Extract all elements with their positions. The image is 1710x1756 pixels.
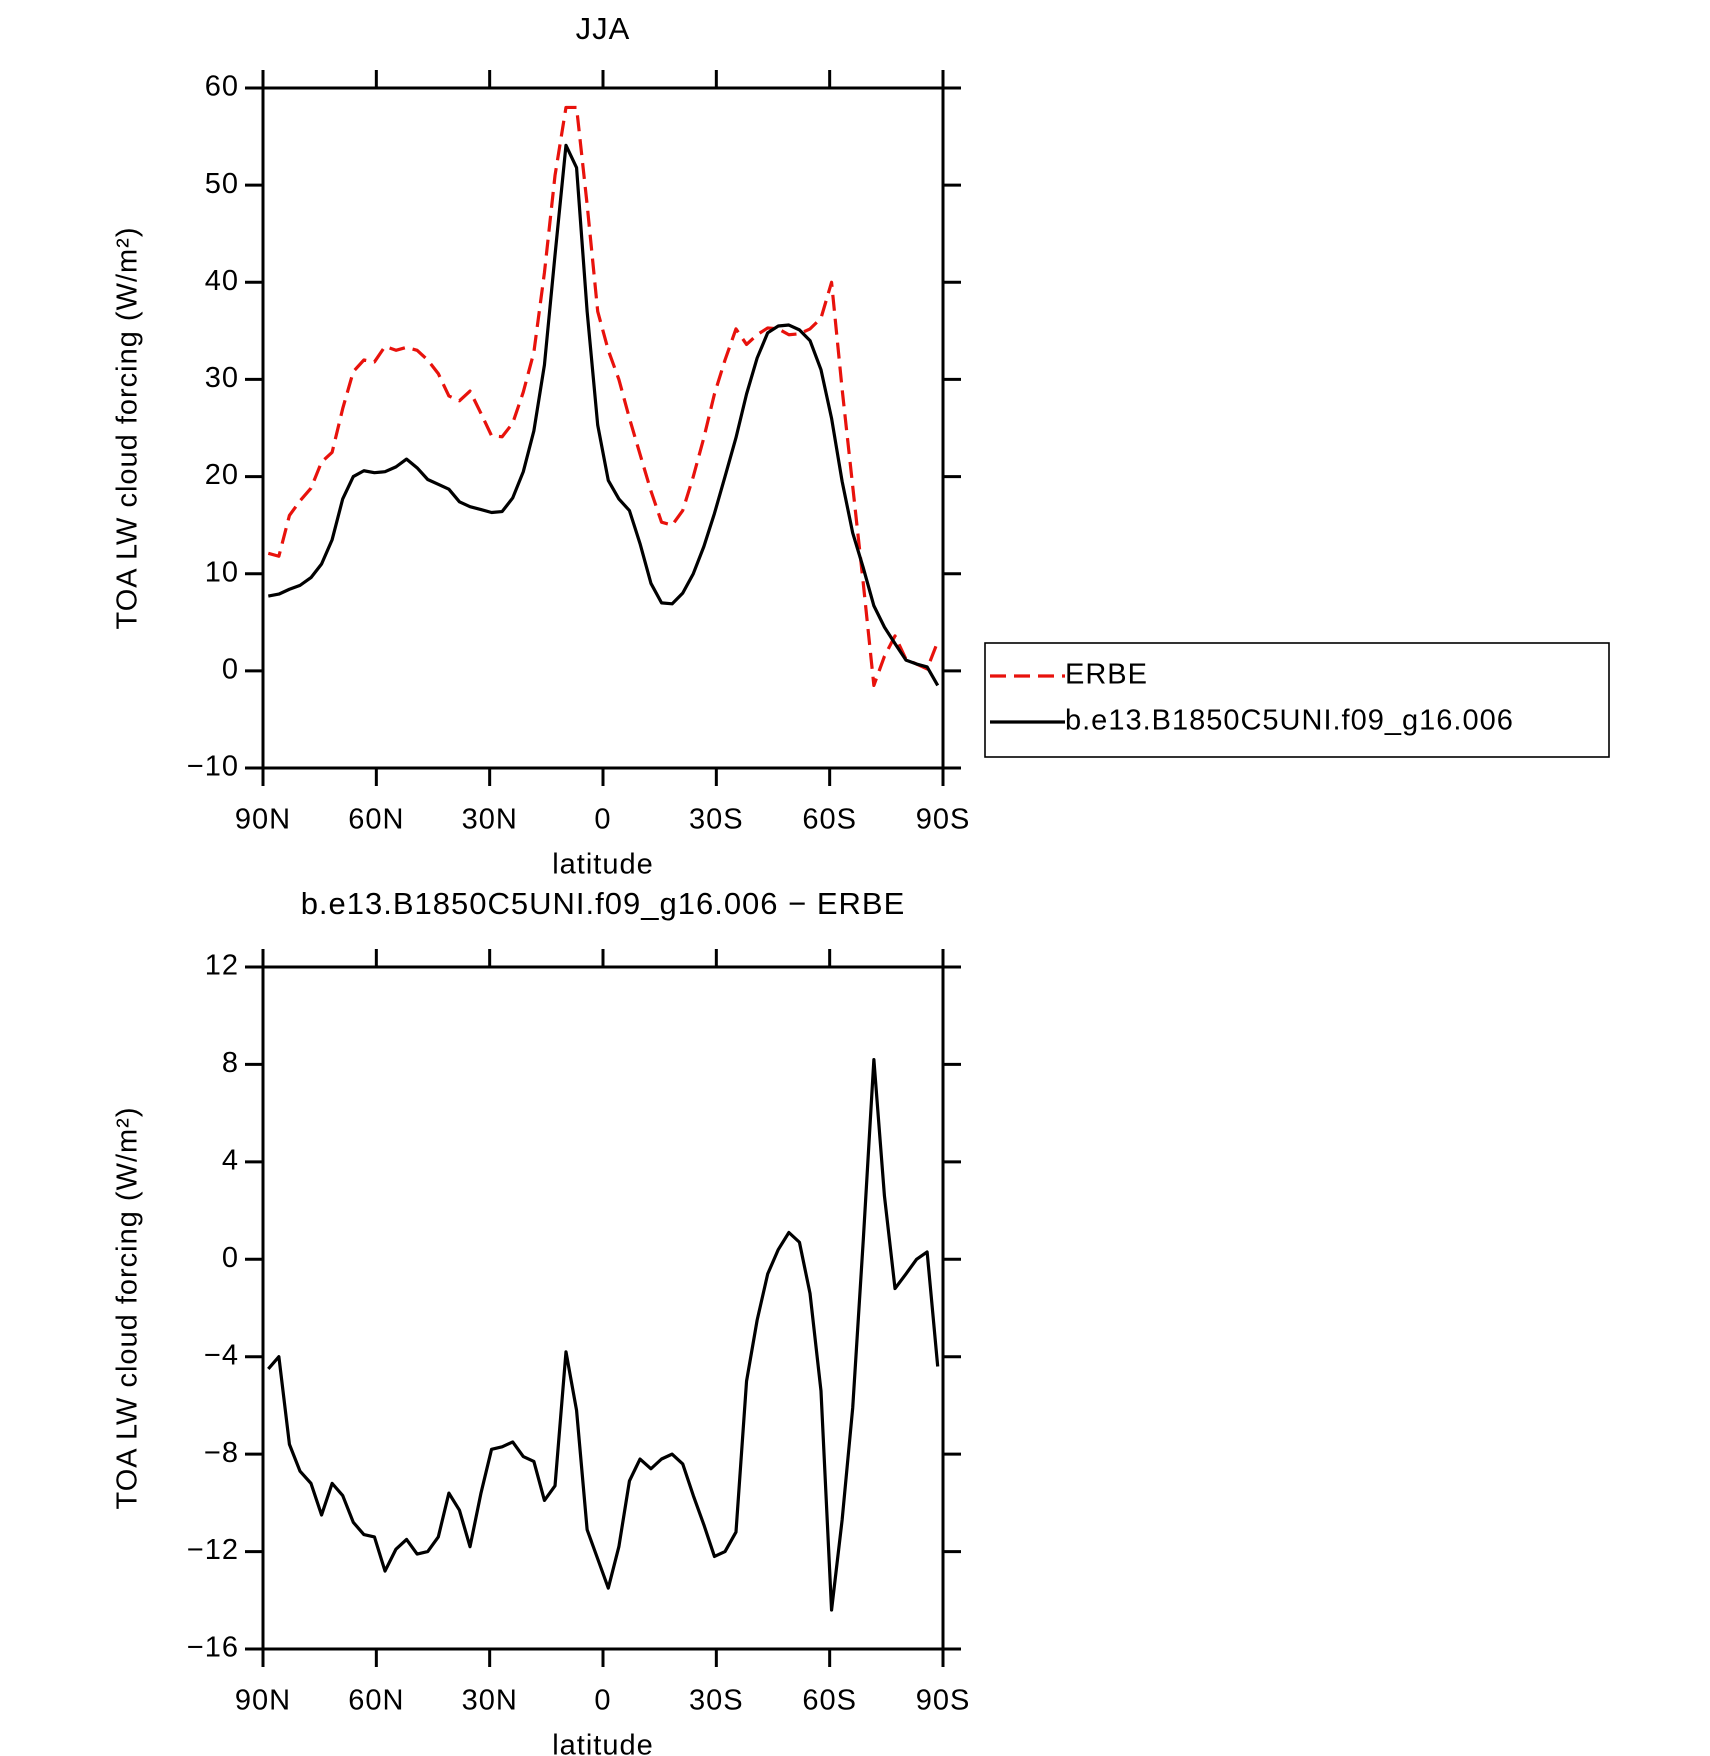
- y-axis-label: TOA LW cloud forcing (W/m²): [112, 1107, 144, 1510]
- y-tick-label: −12: [187, 1534, 239, 1566]
- chart-title: b.e13.B1850C5UNI.f09_g16.006 − ERBE: [301, 886, 906, 921]
- legend-label: b.e13.B1850C5UNI.f09_g16.006: [1065, 705, 1514, 737]
- chart-title: JJA: [576, 11, 631, 46]
- x-tick-label: 30S: [689, 804, 744, 836]
- x-axis-label: latitude: [552, 1730, 654, 1756]
- x-tick-label: 90N: [235, 804, 291, 836]
- y-tick-label: 40: [205, 265, 239, 297]
- legend-box: [984, 642, 1610, 758]
- plot-frame: [261, 965, 945, 1651]
- x-tick-label: 90S: [916, 804, 971, 836]
- y-tick-label: 4: [222, 1145, 239, 1177]
- x-tick-label: 60N: [348, 1685, 404, 1717]
- x-tick-label: 30N: [462, 1685, 518, 1717]
- y-tick-label: 0: [222, 1242, 239, 1274]
- x-tick-label: 90N: [235, 1685, 291, 1717]
- y-tick-label: −4: [204, 1339, 239, 1371]
- x-tick-label: 30N: [462, 804, 518, 836]
- y-axis-label: TOA LW cloud forcing (W/m²): [112, 227, 144, 630]
- y-tick-label: 8: [222, 1047, 239, 1079]
- y-tick-label: 30: [205, 362, 239, 394]
- x-tick-label: 60N: [348, 804, 404, 836]
- y-tick-label: 50: [205, 168, 239, 200]
- y-tick-label: −10: [187, 751, 239, 783]
- y-tick-label: −8: [204, 1437, 239, 1469]
- y-tick-label: −16: [187, 1632, 239, 1664]
- x-tick-label: 0: [594, 1685, 611, 1717]
- x-tick-label: 30S: [689, 1685, 744, 1717]
- x-tick-label: 90S: [916, 1685, 971, 1717]
- x-axis-label: latitude: [552, 849, 654, 881]
- y-tick-label: 60: [205, 71, 239, 103]
- legend-label: ERBE: [1065, 659, 1148, 691]
- y-tick-label: 20: [205, 459, 239, 491]
- x-tick-label: 60S: [802, 804, 857, 836]
- y-tick-label: 12: [205, 950, 239, 982]
- x-tick-label: 0: [594, 804, 611, 836]
- x-tick-label: 60S: [802, 1685, 857, 1717]
- data-line: [267, 105, 940, 688]
- data-line: [267, 143, 940, 687]
- y-tick-label: 0: [222, 654, 239, 686]
- plot-frame: [261, 86, 945, 770]
- y-tick-label: 10: [205, 556, 239, 588]
- data-line: [267, 1057, 940, 1612]
